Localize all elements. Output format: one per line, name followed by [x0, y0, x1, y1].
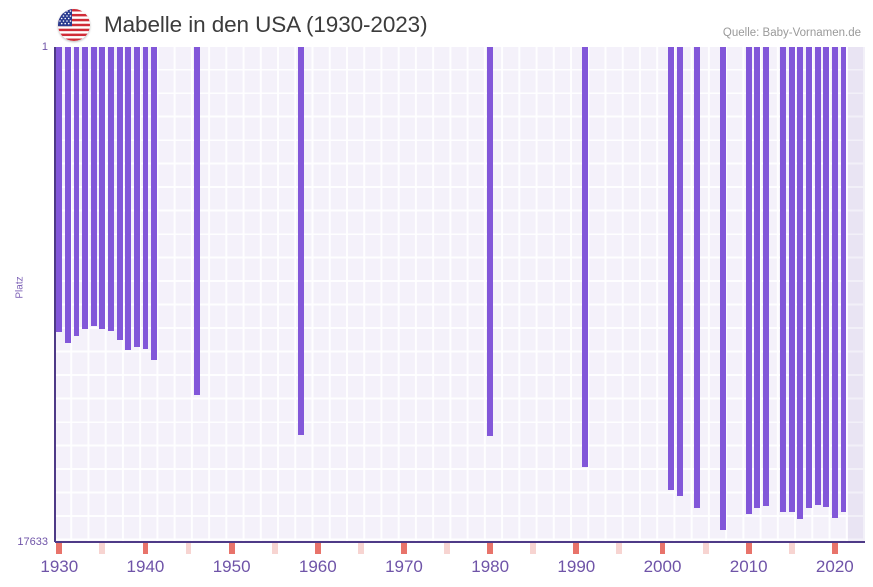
x-tick-marker-1970 — [401, 543, 407, 554]
x-tick-label-1940: 1940 — [126, 557, 165, 576]
x-tick-marker-1930 — [56, 543, 63, 554]
x-tick-label-1970: 1970 — [385, 557, 423, 576]
chart-header: Mabelle in den USA (1930-2023) Quelle: B… — [0, 0, 873, 47]
bar-2001[interactable] — [668, 47, 675, 491]
x-tick-label-2000: 2000 — [643, 557, 682, 576]
x-tick-label-1930: 1930 — [40, 557, 79, 576]
bar-2011[interactable] — [754, 47, 761, 509]
bar-1941[interactable] — [151, 47, 158, 360]
bar-1939[interactable] — [133, 47, 140, 348]
bar-1937[interactable] — [116, 47, 123, 340]
bar-1946[interactable] — [194, 47, 201, 396]
bar-1958[interactable] — [297, 47, 304, 435]
x-tick-marker-2020 — [831, 543, 838, 554]
x-tick-marker-1995 — [616, 543, 623, 554]
x-tick-marker-1950 — [228, 543, 235, 554]
bar-1930[interactable] — [56, 47, 63, 333]
y-axis-bottom-label: 17633 — [17, 536, 48, 548]
x-tick-marker-2005 — [702, 543, 709, 554]
y-axis-title: Platz — [14, 276, 26, 299]
bar-1991[interactable] — [582, 47, 588, 468]
bar-2019[interactable] — [823, 47, 830, 508]
x-tick-marker-2000 — [659, 543, 666, 554]
x-axis-tick-labels: 1930 1940 1950 1960 1970 1980 1990 2000 2010 2020 — [40, 557, 865, 583]
y-axis-top-label: 1 — [41, 41, 48, 53]
bar-2010[interactable] — [745, 47, 752, 514]
bar-series — [55, 47, 865, 542]
source-attribution: Quelle: Baby-Vornamen.de — [722, 27, 861, 39]
us-flag-icon — [58, 9, 90, 41]
bar-1980[interactable] — [487, 47, 494, 437]
bar-2017[interactable] — [806, 47, 812, 509]
bar-2016[interactable] — [797, 47, 804, 520]
x-tick-marker-1975 — [444, 543, 450, 554]
x-tick-marker-1990 — [573, 543, 580, 554]
bar-1933[interactable] — [82, 47, 89, 330]
bar-2007[interactable] — [719, 47, 726, 531]
x-tick-marker-1945 — [185, 543, 192, 554]
y-axis-line — [54, 47, 56, 542]
x-tick-marker-2010 — [745, 543, 752, 554]
x-tick-marker-1980 — [487, 543, 494, 554]
bar-2018[interactable] — [814, 47, 821, 505]
bar-2012[interactable] — [762, 47, 769, 506]
x-tick-label-1980: 1980 — [471, 557, 510, 576]
bar-1940[interactable] — [142, 47, 149, 349]
x-axis-tick-markers — [55, 543, 865, 554]
x-axis-line — [55, 541, 865, 543]
x-tick-label-2010: 2010 — [729, 557, 768, 576]
chart-title: Mabelle in den USA (1930-2023) — [104, 12, 428, 37]
bar-1931[interactable] — [64, 47, 71, 344]
x-tick-marker-1935 — [99, 543, 106, 554]
bar-2015[interactable] — [788, 47, 795, 512]
bar-2004[interactable] — [694, 47, 700, 508]
x-tick-label-2020: 2020 — [815, 557, 854, 576]
x-tick-marker-1940 — [142, 543, 149, 554]
bar-1936[interactable] — [108, 47, 114, 332]
bar-2002[interactable] — [676, 47, 683, 497]
bar-1932[interactable] — [73, 47, 80, 337]
x-tick-marker-2015 — [788, 543, 795, 554]
x-tick-marker-1985 — [530, 543, 537, 554]
x-tick-marker-1960 — [314, 543, 321, 554]
bar-1935[interactable] — [99, 47, 106, 329]
bar-2014[interactable] — [780, 47, 787, 513]
x-tick-label-1950: 1950 — [212, 557, 251, 576]
bar-1934[interactable] — [90, 47, 97, 327]
bar-2021[interactable] — [840, 47, 847, 512]
x-tick-label-1990: 1990 — [557, 557, 596, 576]
x-tick-marker-1965 — [357, 543, 364, 554]
bar-2020[interactable] — [831, 47, 838, 518]
bar-1938[interactable] — [125, 47, 132, 351]
chart-plot-area — [55, 47, 865, 542]
x-tick-label-1960: 1960 — [298, 557, 337, 576]
x-tick-marker-1955 — [271, 543, 278, 554]
